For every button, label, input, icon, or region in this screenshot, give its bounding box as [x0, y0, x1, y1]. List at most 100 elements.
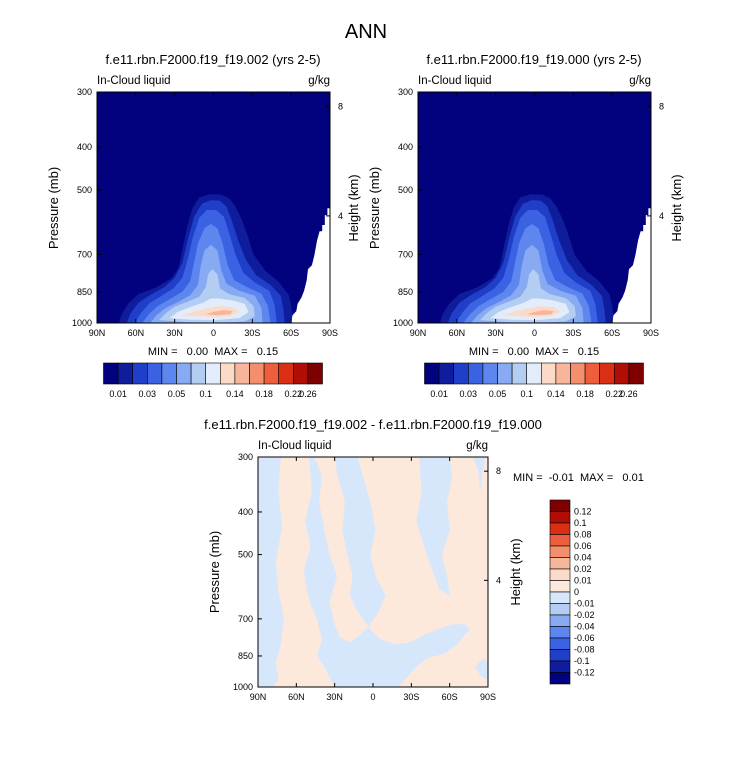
colorbar-label: 0.01: [109, 389, 127, 399]
y-tick-label: 700: [398, 250, 413, 260]
colorbar-box: [549, 591, 571, 604]
y-tick-label: 400: [238, 507, 253, 517]
colorbar-box: [549, 568, 571, 581]
x-tick-label: 30S: [244, 328, 260, 338]
y-tick-label: 850: [238, 651, 253, 661]
colorbar-label: 0.1: [574, 518, 587, 528]
colorbar-box: [549, 522, 571, 535]
panel-b-ylabel-right: Height (km): [669, 174, 684, 241]
colorbar-box: [453, 362, 469, 385]
x-tick-label: 90S: [643, 328, 659, 338]
right-tick-label: 4: [496, 575, 501, 585]
panel-b-title: f.e11.rbn.F2000.f19_f19.000 (yrs 2-5): [426, 52, 641, 67]
colorbar-box: [599, 362, 615, 385]
negative-difference-region: [472, 457, 486, 492]
colorbar-box: [549, 637, 571, 650]
colorbar-box: [307, 362, 323, 385]
y-tick-label: 1000: [233, 682, 253, 692]
colorbar-label: 0.06: [574, 541, 592, 551]
colorbar-label: 0.01: [430, 389, 448, 399]
colorbar-box: [278, 362, 294, 385]
panel-a-ylabel-right: Height (km): [346, 174, 361, 241]
right-tick-label: 8: [496, 466, 501, 476]
panel-b-right-axis: 84: [647, 101, 664, 221]
y-tick-label: 500: [398, 185, 413, 195]
panel-a-right-axis: 84: [326, 101, 343, 221]
colorbar-box: [132, 362, 148, 385]
colorbar-label: -0.01: [574, 599, 595, 609]
colorbar-box: [467, 362, 484, 385]
colorbar-box: [220, 362, 236, 385]
colorbar-label: 0.03: [139, 389, 157, 399]
panel-b-units: g/kg: [629, 75, 651, 87]
x-tick-label: 30N: [166, 328, 183, 338]
colorbar-box: [424, 362, 440, 385]
figure-title: ANN: [345, 21, 387, 43]
colorbar-box: [549, 672, 571, 685]
colorbar-label: -0.06: [574, 633, 595, 643]
colorbar-box: [549, 614, 571, 627]
x-tick-label: 30S: [403, 692, 419, 702]
panel-c-variable: In-Cloud liquid: [258, 440, 332, 452]
panel-b-colorbar: 0.01 0.03 0.05 0.1 0.14 0.18 0.220.26: [424, 362, 644, 399]
panel-a-variable: In-Cloud liquid: [97, 75, 171, 87]
panel-c: f.e11.rbn.F2000.f19_f19.002 - f.e11.rbn.…: [204, 417, 644, 702]
colorbar-label: 0.22: [285, 389, 303, 399]
y-tick-label: 400: [77, 142, 92, 152]
contour-level-9: [526, 310, 554, 316]
y-tick-label: 300: [77, 87, 92, 97]
colorbar-box: [190, 362, 207, 385]
x-tick-label: 0: [211, 328, 216, 338]
right-tick-label: 8: [338, 101, 343, 111]
x-tick-label: 0: [370, 692, 375, 702]
x-tick-label: 60S: [283, 328, 299, 338]
colorbar-box: [549, 499, 571, 512]
colorbar-box: [103, 362, 119, 385]
x-tick-label: 90N: [89, 328, 106, 338]
colorbar-box: [526, 362, 542, 385]
colorbar-box: [549, 580, 571, 593]
colorbar-box: [497, 362, 513, 385]
y-tick-label: 500: [238, 550, 253, 560]
colorbar-box: [205, 362, 221, 385]
x-tick-label: 30N: [326, 692, 343, 702]
panel-a: f.e11.rbn.F2000.f19_f19.002 (yrs 2-5) In…: [46, 52, 361, 399]
right-tick-label: 8: [659, 101, 664, 111]
colorbar-label: -0.04: [574, 622, 595, 632]
right-tick-label: 4: [338, 211, 343, 221]
colorbar-label: 0.04: [574, 553, 592, 563]
x-tick-label: 60N: [128, 328, 145, 338]
colorbar-box: [613, 362, 630, 385]
colorbar-label: 0.1: [199, 389, 212, 399]
colorbar-box: [540, 362, 557, 385]
panel-a-units: g/kg: [308, 75, 330, 87]
x-tick-label: 90S: [322, 328, 338, 338]
colorbar-box: [549, 545, 571, 558]
missing-data-region: [612, 208, 651, 323]
y-tick-label: 500: [77, 185, 92, 195]
y-tick-label: 700: [238, 614, 253, 624]
colorbar-box: [511, 362, 527, 385]
x-tick-label: 90N: [250, 692, 267, 702]
panel-b-y-axis: 300 400 500 700 850 1000: [393, 87, 422, 328]
panel-b-contours: [440, 194, 651, 323]
colorbar-box: [117, 362, 133, 385]
panel-c-minmax: MIN = -0.01 MAX = 0.01: [513, 472, 644, 484]
y-tick-label: 700: [77, 250, 92, 260]
colorbar-label: 0: [574, 587, 579, 597]
negative-difference-region: [258, 457, 284, 687]
colorbar-label: 0.02: [574, 564, 592, 574]
y-tick-label: 400: [398, 142, 413, 152]
colorbar-box: [555, 362, 571, 385]
colorbar-box: [482, 362, 498, 385]
colorbar-label: -0.12: [574, 668, 595, 678]
colorbar-label: 0.18: [255, 389, 273, 399]
panel-c-y-axis: 300 400 500 700 850 1000: [233, 452, 262, 692]
colorbar-label: 0.01: [574, 576, 592, 586]
panel-a-colorbar: 0.01 0.03 0.05 0.1 0.14 0.18 0.220.26: [103, 362, 323, 399]
right-tick-label: 4: [659, 211, 664, 221]
colorbar-label: 0.26: [620, 389, 638, 399]
negative-difference-region: [475, 658, 488, 680]
panel-c-x-axis: 90N 60N 30N 0 30S 60S 90S: [250, 457, 496, 702]
